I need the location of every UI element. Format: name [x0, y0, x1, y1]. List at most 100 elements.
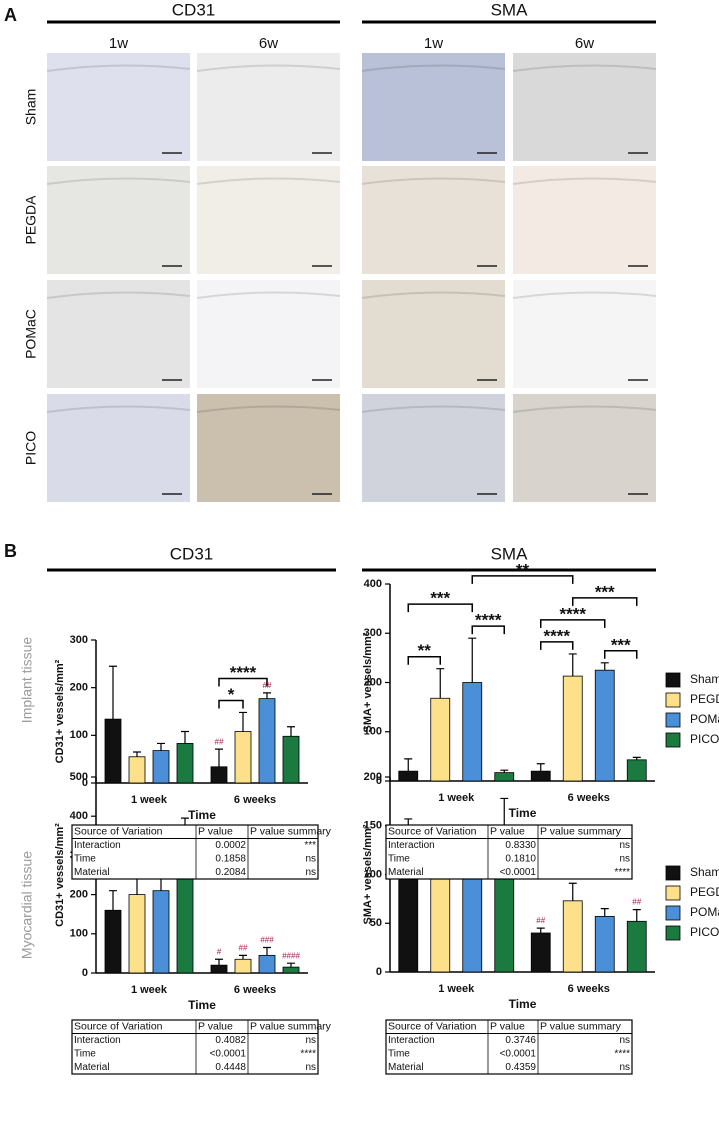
table-border [385, 824, 633, 880]
error-bar [500, 769, 509, 773]
row-label: POMaC [23, 309, 39, 359]
error-bar [239, 954, 247, 960]
error-bar [404, 758, 413, 772]
column-label: 1w [109, 35, 128, 52]
bar [234, 958, 252, 974]
micrograph [197, 394, 340, 502]
significance-bracket [407, 603, 473, 613]
error-bar [263, 692, 271, 699]
tissue-edge [361, 64, 506, 72]
micrograph [513, 166, 656, 274]
error-bar [109, 665, 117, 720]
error-bar [632, 756, 641, 760]
table-cell: Time [388, 1048, 410, 1059]
table-cell: Time [74, 1048, 96, 1059]
y-tick-label: 400 [70, 810, 88, 822]
table-cell: 0.4359 [505, 1062, 536, 1073]
row-label: Implant tissue [19, 637, 35, 724]
micrograph [197, 53, 340, 161]
tissue-edge [196, 405, 341, 413]
tissue-edge [46, 64, 191, 72]
micrograph [197, 166, 340, 274]
significance-label: **** [544, 626, 571, 645]
table-cell: <0.0001 [210, 1048, 247, 1059]
bar [128, 894, 146, 974]
row-label: Myocardial tissue [19, 851, 35, 959]
significance-bracket [540, 641, 574, 650]
significance-label: * [228, 685, 235, 704]
bar [258, 698, 276, 784]
tissue-edge [46, 291, 191, 299]
x-axis-label: Time [509, 806, 537, 820]
table-cell: ns [305, 1035, 316, 1046]
section-title: SMA [491, 0, 529, 19]
y-tick-label: 100 [70, 928, 88, 940]
x-axis-label: Time [509, 997, 537, 1011]
table-header: P value [198, 826, 233, 838]
bar [282, 966, 300, 974]
y-tick-label: 100 [364, 868, 382, 880]
error-bar [109, 890, 117, 911]
error-bar [239, 711, 247, 732]
legend-label: POMaC [690, 905, 719, 919]
panel-label: B [4, 541, 17, 561]
legend-label: PEGDA [690, 692, 719, 706]
y-tick-label: 400 [364, 578, 382, 590]
bar [462, 872, 483, 973]
table-cell: Material [388, 1062, 424, 1073]
significance-bracket [604, 650, 638, 659]
x-axis-label: Time [188, 808, 216, 822]
micrograph [47, 394, 190, 502]
column-label: 6w [259, 35, 278, 52]
table-header: P value [490, 1021, 525, 1033]
error-bar [568, 653, 577, 677]
bar [594, 669, 615, 782]
micrograph [362, 53, 505, 161]
legend-swatch [665, 905, 681, 921]
table-cell: 0.8330 [505, 840, 536, 851]
significance-label: *** [430, 589, 450, 608]
x-tick-label: 6 weeks [234, 984, 276, 996]
table-cell: Material [388, 867, 424, 878]
table-cell: Interaction [388, 840, 435, 851]
table-cell: Interaction [74, 840, 121, 851]
error-bar [536, 927, 545, 933]
table-cell: **** [614, 867, 630, 878]
micrograph [47, 166, 190, 274]
bar [152, 890, 170, 974]
legend-swatch [665, 732, 681, 748]
column-label: 6w [575, 35, 594, 52]
significance-label: *** [595, 582, 615, 601]
tissue-edge [512, 405, 657, 413]
section-title: SMA [491, 544, 529, 563]
bar [398, 770, 419, 782]
bar [562, 675, 583, 782]
y-tick-label: 0 [376, 966, 382, 978]
significance-bracket [540, 619, 606, 628]
significance-bracket [572, 597, 638, 606]
row-label: Sham [23, 89, 39, 126]
bar [104, 909, 122, 974]
significance-label: **** [560, 604, 587, 623]
table-header: P value summary [540, 1021, 622, 1033]
table-cell: <0.0001 [500, 867, 537, 878]
bar [562, 900, 583, 973]
legend-swatch [665, 865, 681, 881]
significance-bracket [471, 575, 574, 584]
row-label: PICO [23, 431, 39, 465]
legend-label: Sham [690, 672, 719, 686]
x-tick-label: 1 week [438, 792, 475, 804]
table-cell: **** [300, 1048, 316, 1059]
table-cell: 0.0002 [215, 840, 246, 851]
x-tick-label: 1 week [131, 794, 168, 806]
table-cell: 0.4082 [215, 1035, 246, 1046]
x-axis-label: Time [188, 998, 216, 1012]
table-cell: <0.0001 [500, 1048, 537, 1059]
table-cell: ns [619, 1062, 630, 1073]
row-label: PEGDA [23, 195, 39, 245]
error-bar [181, 730, 189, 744]
y-tick-label: 0 [82, 777, 88, 789]
bar [282, 735, 300, 784]
y-tick-label: 150 [364, 820, 382, 832]
legend-label: PICO [690, 925, 719, 939]
